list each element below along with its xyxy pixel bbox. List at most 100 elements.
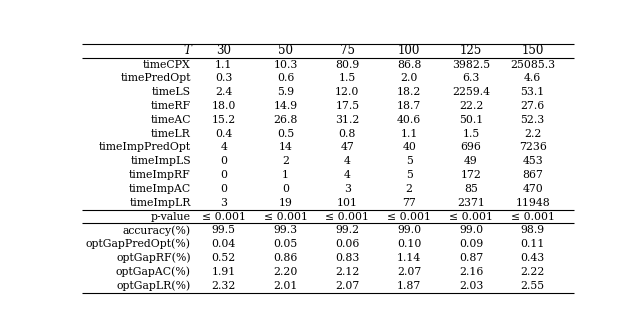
Text: 2.12: 2.12	[335, 267, 360, 277]
Text: ≤ 0.001: ≤ 0.001	[325, 211, 369, 221]
Text: 99.0: 99.0	[459, 225, 483, 235]
Text: 0.4: 0.4	[215, 129, 232, 139]
Text: T: T	[183, 44, 191, 57]
Text: 2371: 2371	[457, 198, 485, 208]
Text: 14: 14	[278, 143, 292, 153]
Text: 101: 101	[337, 198, 358, 208]
Text: optGapLR(%): optGapLR(%)	[116, 280, 191, 291]
Text: 0.04: 0.04	[212, 239, 236, 249]
Text: 2259.4: 2259.4	[452, 87, 490, 97]
Text: 1.91: 1.91	[212, 267, 236, 277]
Text: 22.2: 22.2	[459, 101, 483, 111]
Text: 0.5: 0.5	[277, 129, 294, 139]
Text: 4: 4	[344, 170, 351, 180]
Text: 7236: 7236	[519, 143, 547, 153]
Text: 0.87: 0.87	[459, 253, 483, 263]
Text: 77: 77	[403, 198, 416, 208]
Text: timeImpLS: timeImpLS	[131, 156, 191, 166]
Text: 99.3: 99.3	[273, 225, 298, 235]
Text: 2.2: 2.2	[524, 129, 541, 139]
Text: optGapRF(%): optGapRF(%)	[116, 253, 191, 263]
Text: 1.5: 1.5	[339, 73, 356, 83]
Text: 5.9: 5.9	[277, 87, 294, 97]
Text: 2.16: 2.16	[459, 267, 483, 277]
Text: ≤ 0.001: ≤ 0.001	[449, 211, 493, 221]
Text: 100: 100	[398, 44, 420, 57]
Text: 99.2: 99.2	[335, 225, 360, 235]
Text: timeImpLR: timeImpLR	[130, 198, 191, 208]
Text: 11948: 11948	[515, 198, 550, 208]
Text: 2.20: 2.20	[273, 267, 298, 277]
Text: 0.11: 0.11	[520, 239, 545, 249]
Text: timeImpRF: timeImpRF	[129, 170, 191, 180]
Text: 0: 0	[220, 170, 227, 180]
Text: 172: 172	[461, 170, 481, 180]
Text: 4: 4	[344, 156, 351, 166]
Text: 49: 49	[464, 156, 478, 166]
Text: 5: 5	[406, 156, 413, 166]
Text: 0: 0	[220, 184, 227, 194]
Text: 4.6: 4.6	[524, 73, 541, 83]
Text: 2.01: 2.01	[273, 281, 298, 291]
Text: 2: 2	[406, 184, 413, 194]
Text: 26.8: 26.8	[273, 115, 298, 125]
Text: 1.14: 1.14	[397, 253, 421, 263]
Text: 14.9: 14.9	[273, 101, 298, 111]
Text: 0.09: 0.09	[459, 239, 483, 249]
Text: 0.06: 0.06	[335, 239, 360, 249]
Text: 0.86: 0.86	[273, 253, 298, 263]
Text: ≤ 0.001: ≤ 0.001	[511, 211, 555, 221]
Text: 18.2: 18.2	[397, 87, 421, 97]
Text: 1: 1	[282, 170, 289, 180]
Text: 98.9: 98.9	[521, 225, 545, 235]
Text: 2.4: 2.4	[215, 87, 232, 97]
Text: ≤ 0.001: ≤ 0.001	[202, 211, 246, 221]
Text: 17.5: 17.5	[335, 101, 360, 111]
Text: 470: 470	[522, 184, 543, 194]
Text: 1.5: 1.5	[462, 129, 479, 139]
Text: 50: 50	[278, 44, 293, 57]
Text: 2.32: 2.32	[212, 281, 236, 291]
Text: 18.7: 18.7	[397, 101, 421, 111]
Text: 0.10: 0.10	[397, 239, 421, 249]
Text: timePredOpt: timePredOpt	[120, 73, 191, 83]
Text: 2.07: 2.07	[335, 281, 360, 291]
Text: 80.9: 80.9	[335, 60, 360, 70]
Text: 6.3: 6.3	[462, 73, 479, 83]
Text: 86.8: 86.8	[397, 60, 421, 70]
Text: 15.2: 15.2	[212, 115, 236, 125]
Text: 0.43: 0.43	[520, 253, 545, 263]
Text: 1.1: 1.1	[401, 129, 418, 139]
Text: ≤ 0.001: ≤ 0.001	[264, 211, 308, 221]
Text: 0.52: 0.52	[212, 253, 236, 263]
Text: 25085.3: 25085.3	[510, 60, 556, 70]
Text: 53.1: 53.1	[520, 87, 545, 97]
Text: timeLR: timeLR	[151, 129, 191, 139]
Text: 5: 5	[406, 170, 413, 180]
Text: 0: 0	[282, 184, 289, 194]
Text: 18.0: 18.0	[212, 101, 236, 111]
Text: 52.3: 52.3	[520, 115, 545, 125]
Text: 4: 4	[220, 143, 227, 153]
Text: timeRF: timeRF	[151, 101, 191, 111]
Text: timeLS: timeLS	[152, 87, 191, 97]
Text: 85: 85	[464, 184, 478, 194]
Text: 1.1: 1.1	[215, 60, 232, 70]
Text: 2.03: 2.03	[459, 281, 483, 291]
Text: 40.6: 40.6	[397, 115, 421, 125]
Text: 453: 453	[522, 156, 543, 166]
Text: timeAC: timeAC	[150, 115, 191, 125]
Text: 40: 40	[402, 143, 416, 153]
Text: 696: 696	[461, 143, 481, 153]
Text: 31.2: 31.2	[335, 115, 360, 125]
Text: p-value: p-value	[151, 211, 191, 221]
Text: 0.3: 0.3	[215, 73, 232, 83]
Text: 0.8: 0.8	[339, 129, 356, 139]
Text: 0.83: 0.83	[335, 253, 360, 263]
Text: 19: 19	[278, 198, 292, 208]
Text: 3: 3	[220, 198, 227, 208]
Text: 150: 150	[522, 44, 544, 57]
Text: 0: 0	[220, 156, 227, 166]
Text: 3982.5: 3982.5	[452, 60, 490, 70]
Text: 99.5: 99.5	[212, 225, 236, 235]
